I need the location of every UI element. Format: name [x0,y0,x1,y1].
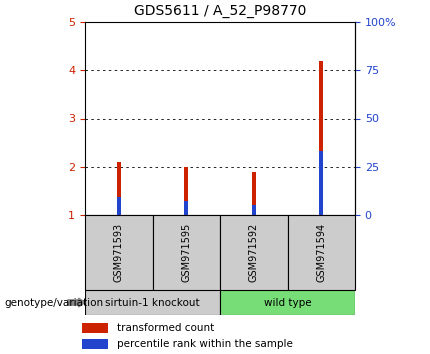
Bar [319,151,323,215]
Text: GSM971594: GSM971594 [316,223,326,282]
Bar [252,172,256,215]
Bar [153,215,220,290]
Title: GDS5611 / A_52_P98770: GDS5611 / A_52_P98770 [134,4,306,18]
Text: genotype/variation: genotype/variation [4,297,104,308]
Bar [117,197,121,215]
Bar [82,339,108,349]
Bar [85,215,153,290]
Bar [85,290,220,315]
Bar [82,323,108,333]
Text: percentile rank within the sample: percentile rank within the sample [117,339,292,349]
Text: transformed count: transformed count [117,323,214,333]
Text: wild type: wild type [264,297,311,308]
Bar [184,167,188,215]
Text: GSM971593: GSM971593 [114,223,124,282]
Bar [184,200,188,215]
Bar [220,290,355,315]
Bar [319,61,323,215]
Bar [117,162,121,215]
Bar [252,205,256,215]
Bar [288,215,355,290]
Text: GSM971592: GSM971592 [249,223,259,282]
Text: sirtuin-1 knockout: sirtuin-1 knockout [105,297,200,308]
Bar [220,215,288,290]
Text: GSM971595: GSM971595 [181,223,191,282]
